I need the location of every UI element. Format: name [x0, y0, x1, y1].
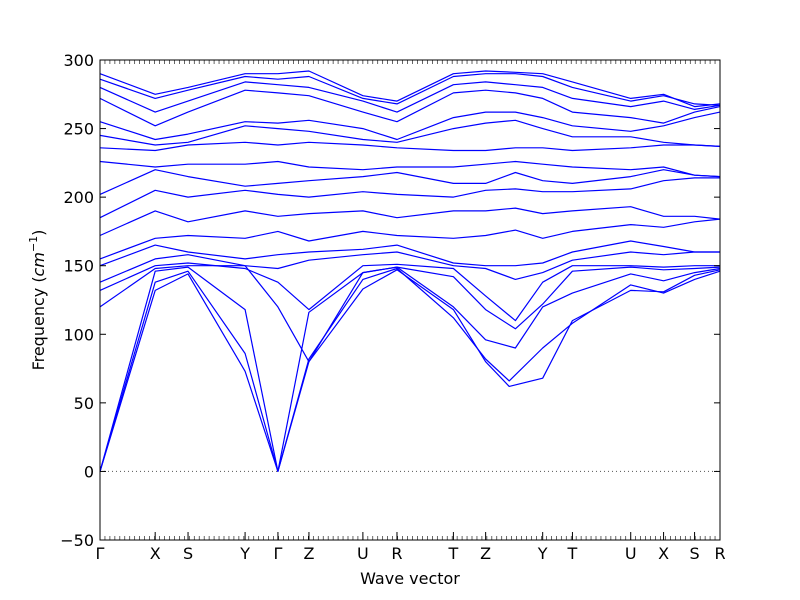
band-line-3: [99, 266, 721, 472]
band-line-6: [99, 251, 720, 283]
plot-area: [100, 60, 720, 540]
band-line-13: [99, 141, 721, 152]
band-line-19: [99, 70, 721, 108]
x-tick-label: T: [567, 544, 578, 563]
x-tick-label: Γ: [96, 544, 105, 563]
y-axis-label-suffix: ): [29, 230, 48, 236]
x-tick-label: U: [625, 544, 637, 563]
x-tick-label: Y: [239, 544, 250, 563]
band-series: [99, 70, 721, 472]
x-tick-label: S: [183, 544, 193, 563]
x-tick-label: Z: [303, 544, 314, 563]
x-tick-label: R: [391, 544, 402, 563]
y-axis-label: Frequency (cm−1): [27, 230, 48, 371]
band-line-7: [99, 240, 720, 267]
band-line-4: [99, 265, 721, 363]
x-axis-label: Wave vector: [360, 569, 460, 588]
band-line-5: [99, 262, 720, 322]
x-tick-label: R: [714, 544, 725, 563]
x-tick-label: T: [448, 544, 459, 563]
plot-frame: [99, 59, 721, 541]
band-line-12: [99, 160, 721, 178]
x-tick-label: X: [658, 544, 669, 563]
band-line-15: [99, 111, 721, 141]
x-tick-label: Γ: [273, 544, 282, 563]
y-tick-label: −50: [60, 531, 94, 550]
band-line-11: [99, 169, 721, 195]
x-axis-minor-ticks: [99, 60, 721, 540]
x-tick-label: X: [150, 544, 161, 563]
band-line-16: [99, 89, 721, 127]
y-tick-label: 0: [84, 462, 94, 481]
y-axis-label-prefix: Frequency (: [29, 276, 48, 370]
y-axis-ticks: −50 0 50 100 150 200 250 300: [60, 51, 720, 550]
x-tick-label: S: [690, 544, 700, 563]
y-tick-label: 100: [63, 325, 94, 344]
band-line-9: [99, 206, 721, 237]
y-tick-label: 200: [63, 188, 94, 207]
y-axis-label-unit: cm: [29, 252, 48, 276]
x-tick-label: U: [357, 544, 369, 563]
band-line-17: [99, 81, 721, 113]
band-line-18: [99, 73, 721, 106]
band-line-10: [99, 177, 720, 219]
y-tick-label: 300: [63, 51, 94, 70]
band-line-1: [99, 269, 721, 472]
y-axis-label-exponent: −1: [27, 236, 40, 252]
band-line-14: [99, 119, 721, 147]
band-line-8: [99, 218, 721, 260]
y-tick-label: 150: [63, 257, 94, 276]
band-line-2: [99, 267, 721, 472]
y-tick-label: 50: [74, 394, 94, 413]
x-tick-label: Z: [480, 544, 491, 563]
x-tick-label: Y: [537, 544, 548, 563]
y-tick-label: 250: [63, 120, 94, 139]
